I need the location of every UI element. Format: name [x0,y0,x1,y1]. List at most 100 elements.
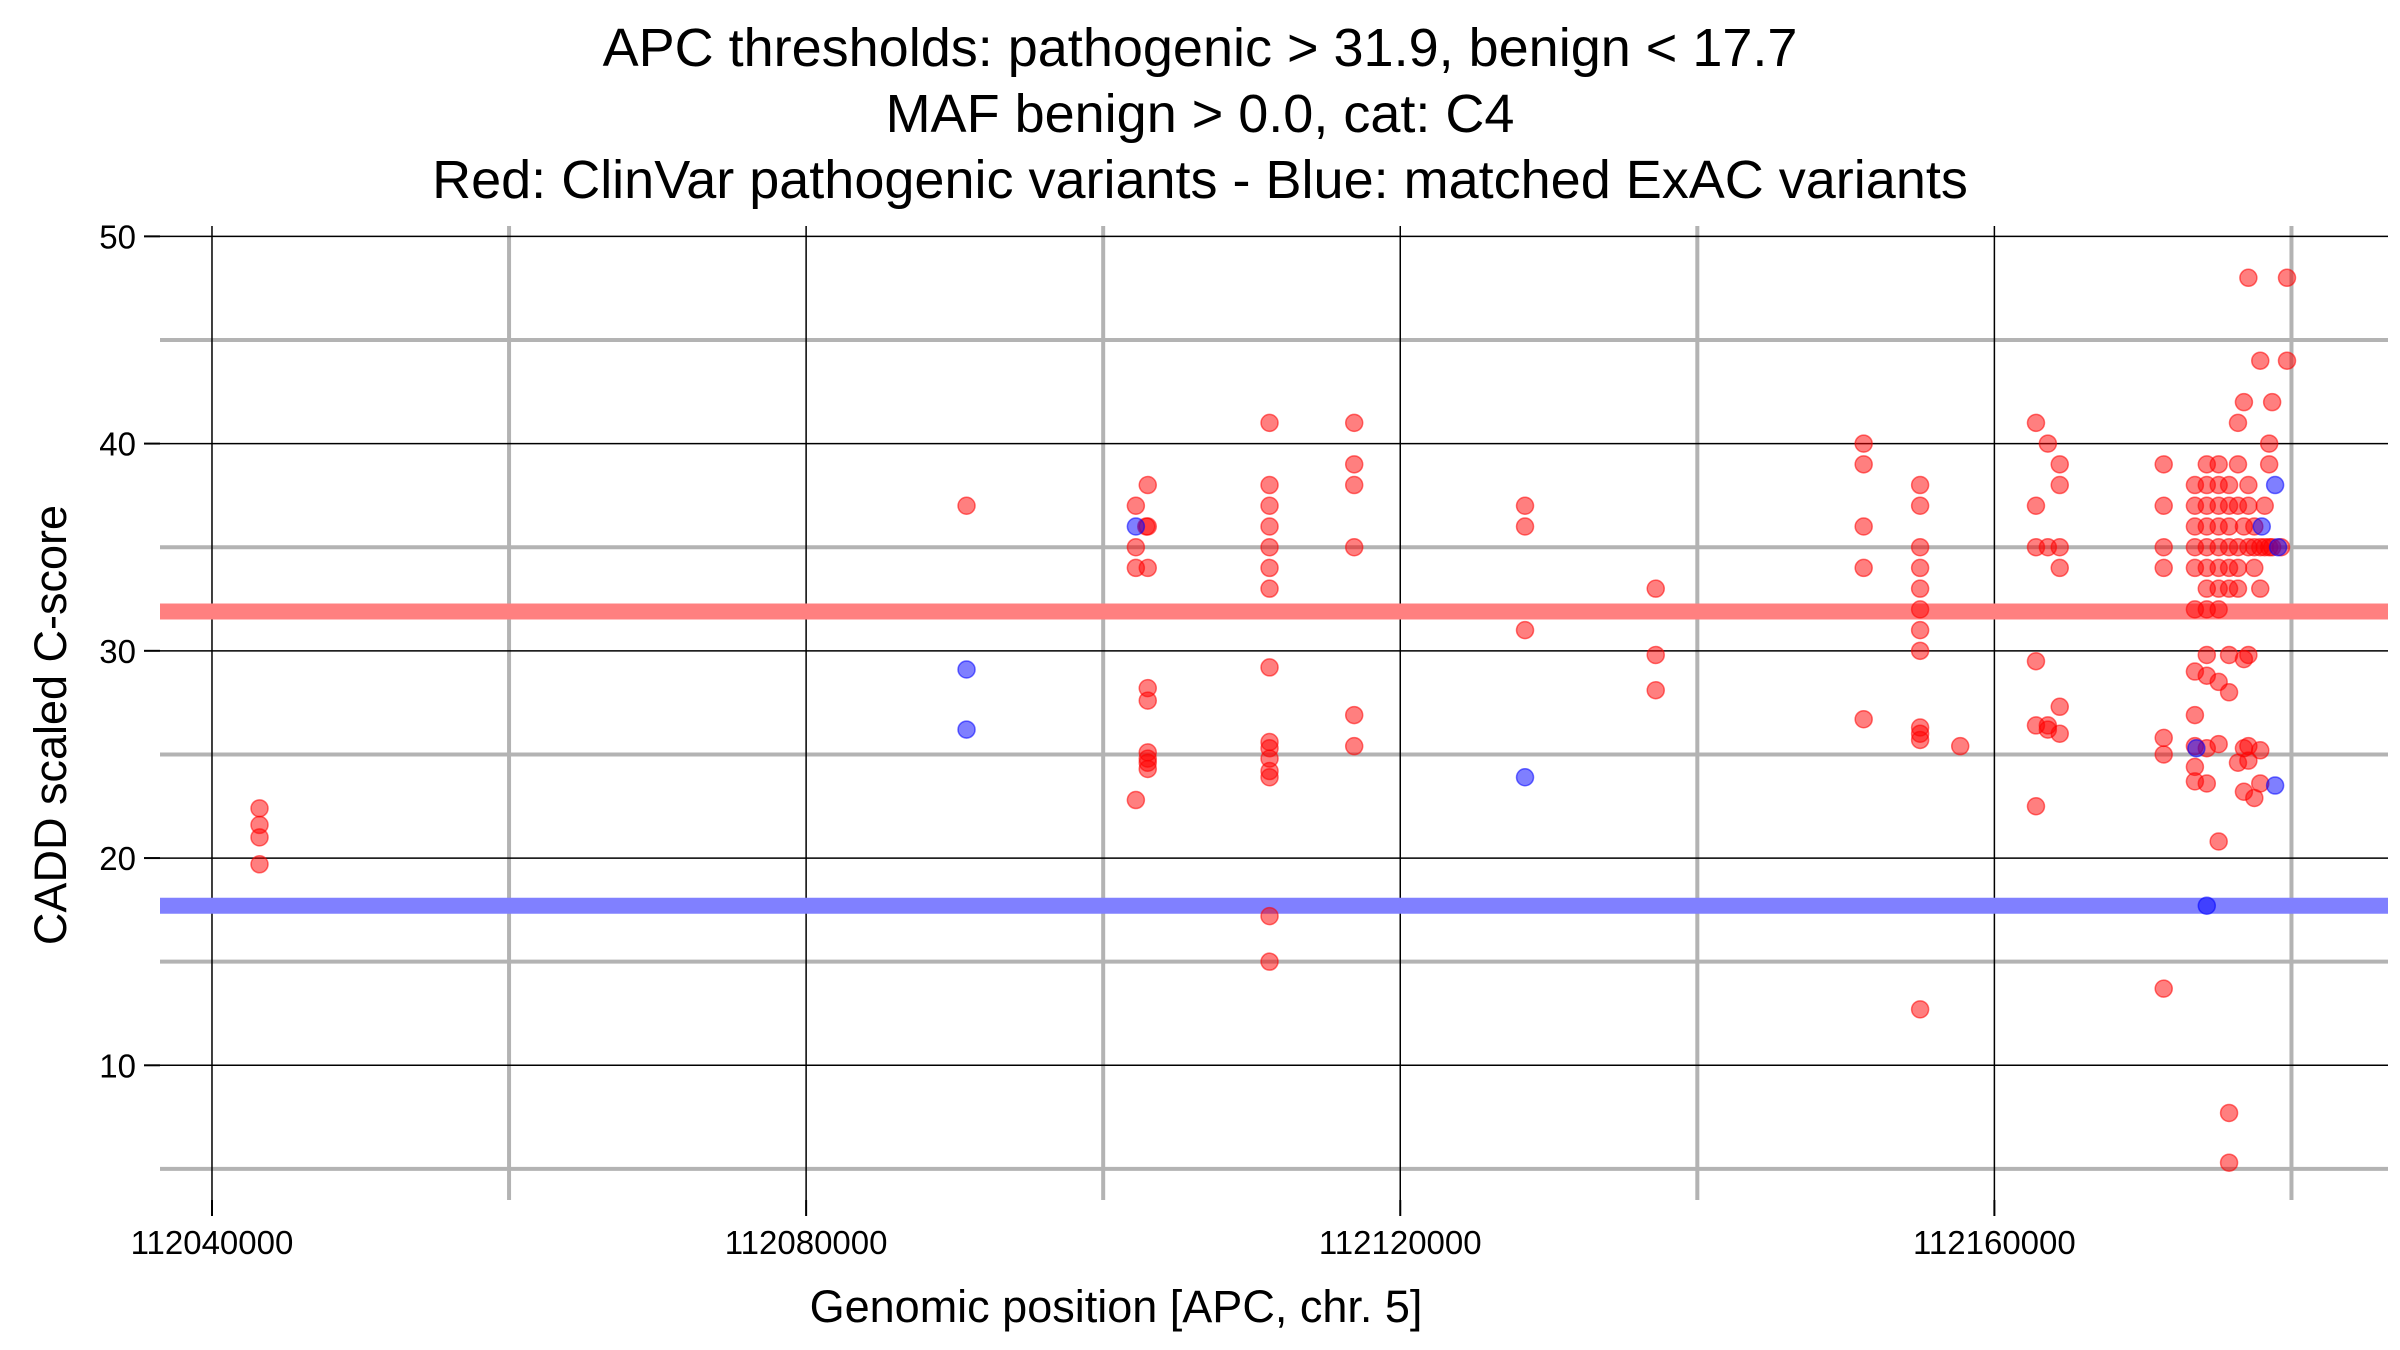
data-point [1910,475,1930,495]
data-point [2228,413,2248,433]
data-point [2228,579,2248,598]
data-point [2050,475,2069,495]
y-axis-title: CADD scaled C-score [25,505,76,945]
data-point [1854,434,1873,453]
data-point [250,855,269,874]
data-point [1344,413,1364,433]
data-point [1515,620,1535,640]
data-point [1910,620,1930,640]
data-point [2026,651,2046,671]
data-point [1646,579,1665,598]
data-point [1260,496,1279,516]
y-tick-label: 40 [99,426,136,463]
data-point [2209,455,2228,474]
data-point [1126,496,1146,516]
x-tick-label: 112080000 [725,1224,888,1261]
data-point [1344,705,1364,725]
data-point [1138,759,1157,779]
data-point [1260,767,1279,787]
data-point [2209,600,2228,619]
data-point [2154,537,2173,557]
data-point [1260,579,1279,598]
data-point [1910,537,1930,557]
data-point [1854,558,1873,578]
data-point [1260,413,1279,433]
data-point [1910,730,1930,750]
data-point [1910,558,1930,578]
data-point [2219,1153,2239,1172]
data-point [957,720,976,739]
y-tick-label: 30 [99,633,136,670]
data-point [2154,496,2173,516]
x-axis-title: Genomic position [APC, chr. 5] [810,1281,1423,1332]
data-point [2228,558,2248,578]
data-point [2154,728,2173,748]
data-point [2026,797,2046,816]
data-point [1515,496,1535,516]
x-tick-label: 112160000 [1913,1224,2076,1261]
data-point [1260,517,1279,536]
data-point [2050,558,2069,578]
data-point [2026,413,2046,433]
data-point [1138,558,1157,578]
data-point [1344,537,1364,557]
data-point [2050,537,2069,557]
data-point [2197,896,2217,915]
data-point [2154,979,2173,998]
threshold-bands [160,603,2388,914]
data-point [2234,392,2254,412]
data-point [2277,351,2297,370]
y-tick-label: 20 [99,840,136,877]
data-point [1344,455,1364,474]
data-point [1910,1000,1930,1019]
y-tick-label: 50 [99,218,136,255]
data-point [2050,697,2069,717]
data-point [2251,579,2270,598]
data-point [1260,906,1279,926]
data-point [2154,745,2173,764]
data-point [2245,558,2264,578]
data-point [2185,705,2205,725]
data-point [2219,1103,2239,1123]
data-point [2050,724,2069,743]
data-points [250,268,2297,1172]
chart-title-line-2: MAF benign > 0.0, cat: C4 [885,84,1515,144]
axes: 10 20 30 40 50 112040000 112080000 112120000 112… [99,218,2075,1261]
data-point [957,496,976,516]
data-point [1910,600,1930,619]
data-point [1260,658,1279,677]
data-point [2251,741,2270,760]
data-point [1126,790,1146,810]
chart-title-line-3: Red: ClinVar pathogenic variants - Blue:… [432,150,1968,210]
data-point [2239,645,2258,665]
data-point [2239,475,2258,495]
data-point [1260,952,1279,971]
data-point [2050,455,2069,474]
data-point [1260,558,1279,578]
chart-title-line-1: APC thresholds: pathogenic > 31.9, benig… [602,18,1798,78]
data-point [2026,496,2046,516]
x-tick-label: 112120000 [1319,1224,1482,1261]
data-point [2251,351,2270,370]
data-point [250,828,269,847]
data-point [2239,268,2258,288]
data-point [2239,496,2258,516]
data-point [1138,691,1157,710]
x-tick-label: 112040000 [131,1224,294,1261]
data-point [2265,776,2285,795]
data-point [2187,738,2206,758]
data-point [2262,392,2282,412]
data-point [2239,751,2258,770]
data-point [2154,558,2173,578]
data-point [1950,736,1970,756]
data-point [1515,517,1535,536]
data-point [1646,680,1665,700]
data-point [2197,645,2217,665]
data-point [2259,455,2279,474]
data-point [1126,517,1146,536]
data-point [2228,455,2248,474]
data-point [1910,496,1930,516]
data-point [1260,475,1279,495]
data-point [1344,736,1364,756]
data-point [2219,683,2239,702]
